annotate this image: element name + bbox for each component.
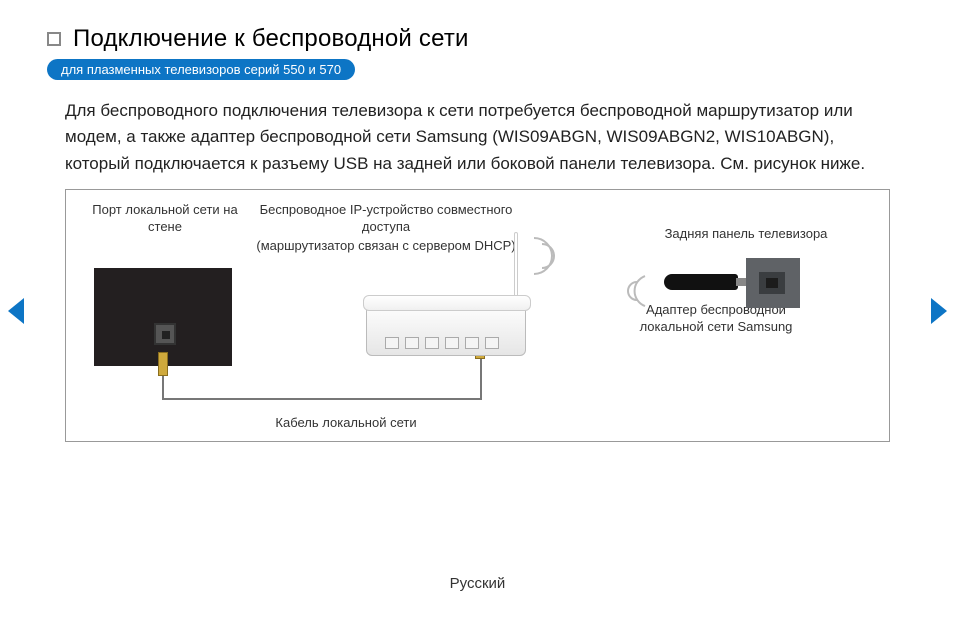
cable-plug-wall xyxy=(158,352,168,376)
next-page-button[interactable] xyxy=(929,296,949,331)
router-label-1: Беспроводное IP-устройство совместного д… xyxy=(256,202,516,236)
wall-jack-icon xyxy=(154,323,176,345)
wifi-waves-icon xyxy=(528,232,568,280)
router-label-2: (маршрутизатор связан с сервером DHCP) xyxy=(256,238,516,255)
router-antenna-icon xyxy=(514,232,518,304)
cable-segment xyxy=(480,356,482,400)
wifi-adapter-graphic xyxy=(664,274,738,290)
connection-diagram: Порт локальной сети на стене Беспроводно… xyxy=(65,189,890,442)
tv-back-label: Задняя панель телевизора xyxy=(636,226,856,243)
bullet-marker xyxy=(47,32,61,46)
wifi-waves-icon xyxy=(611,272,651,312)
footer-language: Русский xyxy=(0,575,955,592)
router-graphic xyxy=(366,302,526,356)
wall-port-label: Порт локальной сети на стене xyxy=(90,202,240,236)
prev-page-button[interactable] xyxy=(6,296,26,331)
series-badge: для плазменных телевизоров серий 550 и 5… xyxy=(47,59,355,80)
body-paragraph: Для беспроводного подключения телевизора… xyxy=(65,98,890,177)
tv-usb-slot xyxy=(766,278,778,288)
cable-segment xyxy=(162,398,480,400)
cable-label: Кабель локальной сети xyxy=(236,415,456,432)
page-title: Подключение к беспроводной сети xyxy=(73,25,469,53)
cable-segment xyxy=(162,376,164,398)
